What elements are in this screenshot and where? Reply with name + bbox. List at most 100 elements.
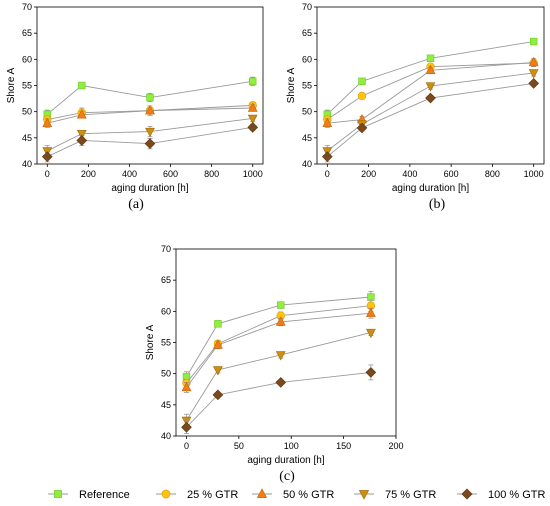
x-tick-label: 400: [122, 169, 137, 179]
x-axis-label: aging duration [h]: [111, 183, 189, 194]
y-tick-label: 55: [161, 338, 171, 348]
legend-label: 100 % GTR: [488, 489, 546, 501]
legend-entry-75-gtr: 75 % GTR: [354, 489, 436, 501]
data-point: [367, 293, 375, 301]
x-tick-label: 200: [361, 169, 376, 179]
data-point: [76, 135, 88, 146]
y-axis-label: Shore A: [286, 67, 297, 103]
chart-panel-b: 0 200 400 600 800 1000 40 45 50 55 60 65 70 aging dur…: [286, 2, 545, 212]
series-line: [327, 82, 534, 158]
series-line: [327, 62, 534, 120]
series-75-gtr: [181, 328, 376, 427]
x-tick-label: 200: [388, 441, 403, 451]
y-tick-label: 55: [302, 81, 312, 91]
x-axis-label: aging duration [h]: [247, 455, 325, 466]
series-line: [327, 62, 534, 124]
panel-label: (b): [429, 197, 446, 212]
data-point: [356, 122, 368, 134]
data-point: [358, 77, 366, 86]
legend-label: 25 % GTR: [187, 489, 238, 501]
series-line: [186, 332, 371, 421]
data-point: [275, 377, 287, 388]
x-tick-label: 0: [325, 169, 330, 179]
y-tick-label: 60: [302, 54, 312, 64]
chart-panel-a: 0 200 400 600 800 1000 40 45 50 55 60 65 70 aging dur…: [6, 2, 264, 212]
series-50-gtr: [42, 102, 258, 128]
panel-label: (a): [128, 197, 144, 212]
x-tick-label: 800: [204, 169, 219, 179]
y-tick-label: 50: [161, 369, 171, 379]
y-tick-label: 45: [302, 133, 312, 143]
y-tick-label: 65: [161, 275, 171, 285]
x-tick-label: 800: [485, 169, 500, 179]
series-line: [327, 41, 534, 115]
x-tick-label: 0: [184, 441, 189, 451]
x-tick-label: 1000: [524, 169, 544, 179]
x-tick-label: 150: [336, 441, 351, 451]
series-reference: [323, 37, 538, 119]
y-axis-label: Shore A: [145, 324, 156, 360]
series-25-gtr: [182, 299, 376, 388]
data-point: [528, 69, 539, 79]
data-point: [321, 151, 333, 162]
data-point: [275, 316, 286, 326]
y-tick-label: 45: [22, 133, 32, 143]
data-point: [365, 367, 377, 378]
data-point: [78, 81, 86, 90]
data-point: [212, 389, 224, 401]
series-line: [47, 104, 253, 120]
x-tick-label: 200: [81, 169, 96, 179]
y-tick-label: 70: [22, 2, 32, 12]
legend-marker: [256, 488, 268, 498]
data-point: [365, 328, 376, 339]
x-tick-label: 1000: [243, 169, 263, 179]
series-50-gtr: [322, 56, 539, 128]
legend-label: Reference: [79, 489, 130, 501]
series-100-gtr: [41, 122, 259, 163]
data-point: [247, 122, 259, 133]
legend-entry-50-gtr: 50 % GTR: [252, 488, 334, 501]
legend-entry-25-gtr: 25 % GTR: [156, 489, 238, 501]
x-tick-label: 600: [444, 169, 459, 179]
series-50-gtr: [181, 307, 376, 393]
data-point: [42, 117, 53, 127]
series-line: [47, 118, 253, 152]
y-tick-label: 65: [302, 28, 312, 38]
series-line: [186, 305, 371, 384]
y-tick-label: 65: [22, 28, 32, 38]
data-point: [357, 91, 367, 101]
legend: Reference 25 % GTR 50 % GTR 75 % GTR 100 % G…: [48, 488, 546, 501]
series-line: [327, 72, 534, 152]
data-point: [76, 129, 87, 140]
y-tick-label: 40: [161, 431, 171, 441]
legend-marker: [161, 489, 171, 499]
y-tick-label: 50: [22, 107, 32, 117]
data-point: [41, 151, 53, 162]
series-line: [186, 296, 371, 378]
legend-label: 50 % GTR: [283, 489, 334, 501]
y-tick-label: 60: [22, 54, 32, 64]
data-point: [365, 307, 376, 317]
series-line: [186, 312, 371, 388]
x-tick-label: 600: [163, 169, 178, 179]
data-point: [528, 78, 540, 89]
series-100-gtr: [181, 364, 377, 434]
data-point: [181, 381, 192, 392]
legend-label: 75 % GTR: [385, 489, 436, 501]
series-100-gtr: [321, 78, 540, 163]
x-tick-label: 50: [234, 441, 244, 451]
data-point: [213, 339, 223, 349]
series-75-gtr: [42, 114, 258, 157]
data-point: [146, 93, 154, 102]
series-line: [186, 371, 371, 428]
data-point: [213, 366, 223, 376]
data-point: [249, 77, 257, 86]
data-point: [529, 37, 538, 46]
series-line: [47, 107, 253, 124]
series-line: [47, 126, 253, 158]
data-point: [145, 105, 155, 115]
y-tick-label: 40: [302, 159, 312, 169]
data-point: [426, 54, 435, 62]
y-axis-label: Shore A: [6, 67, 17, 103]
